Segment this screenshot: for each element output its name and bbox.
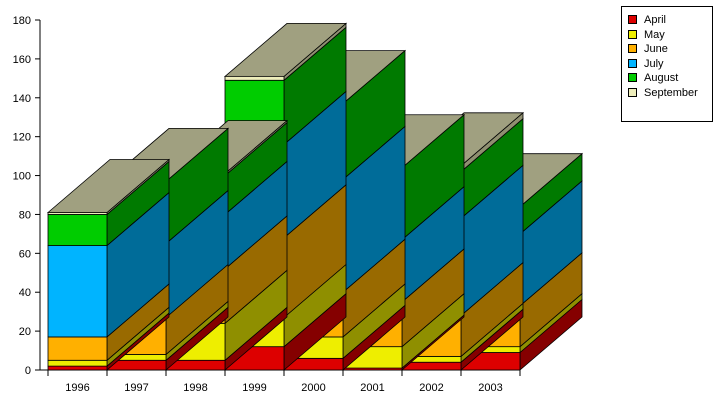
bar-segment-september — [224, 75, 285, 81]
legend-label: July — [644, 57, 664, 70]
y-tick-label: 80 — [19, 209, 31, 221]
x-tick-label: 1999 — [242, 382, 266, 393]
legend-swatch — [628, 15, 637, 24]
bar-segment-may — [47, 359, 108, 367]
x-tick-label: 1998 — [183, 382, 207, 393]
y-tick-label: 160 — [13, 54, 31, 66]
bar-segment-july — [47, 245, 108, 338]
y-tick-label: 120 — [13, 132, 31, 144]
bar-group-1996 — [46, 158, 171, 371]
bar-segment-august — [47, 214, 108, 246]
legend-label: September — [644, 86, 698, 99]
y-tick-label: 140 — [13, 93, 31, 105]
legend-label: August — [644, 72, 679, 84]
y-tick-label: 180 — [13, 15, 31, 27]
y-tick-label: 40 — [19, 287, 31, 299]
legend-swatch — [628, 73, 637, 82]
legend-swatch — [628, 44, 637, 53]
x-tick-label: 2001 — [360, 382, 384, 393]
x-tick-label: 2003 — [478, 382, 502, 393]
chart-legend: April May June July August September — [621, 6, 713, 122]
x-tick-label: 2000 — [301, 382, 325, 393]
legend-swatch — [628, 58, 637, 68]
bar-segment-april — [47, 365, 108, 371]
bar-segment-september — [47, 212, 108, 215]
x-tick-label: 2002 — [419, 382, 443, 393]
y-tick-label: 100 — [13, 171, 31, 183]
legend-swatch — [628, 87, 637, 97]
legend-swatch — [628, 29, 637, 39]
legend-label: June — [644, 43, 668, 55]
x-tick-label: 1996 — [65, 382, 89, 393]
y-tick-label: 60 — [19, 248, 31, 260]
legend-label: April — [644, 14, 667, 26]
bar-segment-april — [401, 361, 462, 371]
legend-label: May — [644, 28, 665, 41]
x-tick-label: 1997 — [124, 382, 148, 393]
bar-segment-june — [47, 336, 108, 361]
y-tick-label: 0 — [25, 365, 31, 377]
y-tick-label: 20 — [19, 326, 31, 338]
